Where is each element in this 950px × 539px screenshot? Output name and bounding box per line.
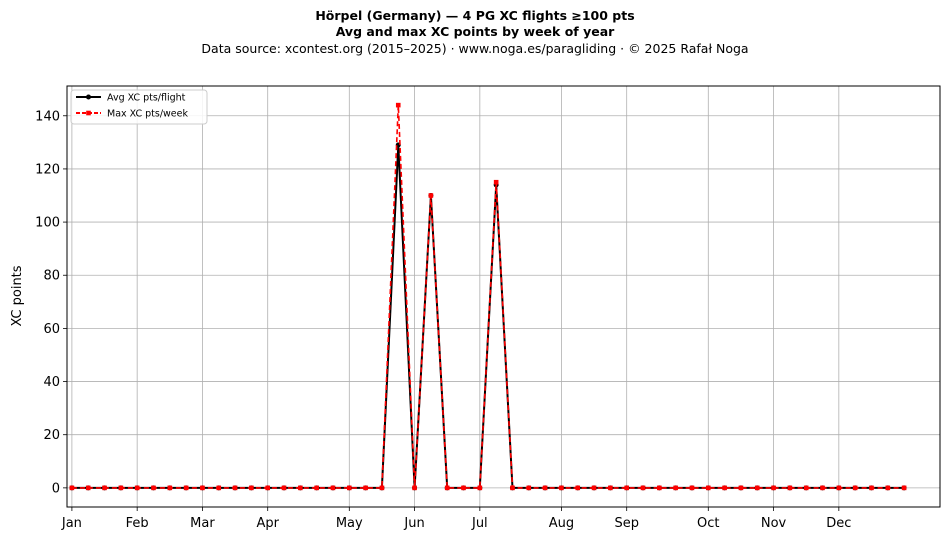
series-1-point <box>281 485 287 491</box>
series-1-point <box>657 485 662 491</box>
series-1-point <box>395 102 401 108</box>
x-tick-label: Aug <box>549 516 574 531</box>
x-tick-label: Jan <box>61 516 82 531</box>
series-1-point <box>167 485 173 491</box>
legend-label: Avg XC pts/flight <box>107 93 186 104</box>
y-tick-label: 80 <box>43 269 60 284</box>
x-tick-label: Apr <box>256 516 279 531</box>
series-1-point <box>608 485 613 491</box>
series-1-point <box>640 485 646 491</box>
series-layer <box>69 102 907 491</box>
series-1-point <box>118 485 124 491</box>
series-1-point <box>249 485 254 491</box>
legend-marker-1 <box>86 110 91 116</box>
series-1-point <box>477 485 483 491</box>
series-1-point <box>216 485 222 491</box>
series-1-point <box>869 485 874 491</box>
x-tick-label: Mar <box>190 516 215 531</box>
series-1-point <box>363 485 368 491</box>
y-tick-label: 0 <box>52 481 60 496</box>
y-axis-label: XC points <box>10 265 25 326</box>
chart-subtitle: Avg and max XC points by week of year <box>335 24 615 39</box>
series-1-point <box>314 485 319 491</box>
y-tick-label: 20 <box>43 428 60 443</box>
series-1-point <box>624 485 629 491</box>
x-tick-label: Nov <box>761 516 787 531</box>
legend-box <box>70 89 208 125</box>
series-1-point <box>705 485 711 491</box>
series-1-point <box>754 485 760 491</box>
series-1-point <box>738 485 744 491</box>
series-1-point <box>102 485 107 491</box>
series-1-point <box>510 485 515 491</box>
series-1-point <box>803 485 809 491</box>
series-1-point <box>232 485 238 491</box>
series-1-point <box>134 485 140 491</box>
series-1-point <box>901 485 907 491</box>
series-1-point <box>722 485 727 491</box>
y-tick-label: 40 <box>43 375 60 390</box>
series-1-point <box>444 485 450 491</box>
series-1-point <box>575 485 581 491</box>
x-tick-label: Sep <box>614 516 639 531</box>
series-1-point <box>689 485 695 491</box>
chart-title: Hörpel (Germany) — 4 PG XC flights ≥100 … <box>315 8 635 23</box>
x-tick-label: Oct <box>697 516 719 531</box>
series-1-point <box>771 485 776 491</box>
axis-layer: 0 20 40 60 80 100 120 140 Jan Feb Mar Apr May Jun Jul A… <box>35 109 851 531</box>
series-1-point <box>559 485 564 491</box>
legend-marker-0 <box>86 94 91 100</box>
chart-source-line: Data source: xcontest.org (2015–2025) · … <box>201 41 749 56</box>
series-1-point <box>673 485 678 491</box>
series-1-point <box>183 485 189 491</box>
series-1-point <box>591 485 597 491</box>
series-1-point <box>412 485 417 491</box>
series-1-point <box>330 485 336 491</box>
x-tick-label: Dec <box>826 516 851 531</box>
series-1-point <box>852 485 858 491</box>
series-1-point <box>493 179 499 185</box>
x-tick-label: Feb <box>126 516 149 531</box>
series-1-point <box>85 485 91 491</box>
y-tick-label: 140 <box>35 109 60 124</box>
series-1-point <box>461 485 466 491</box>
plot-frame <box>66 85 941 508</box>
series-1-point <box>298 485 303 491</box>
chart-titles: Hörpel (Germany) — 4 PG XC flights ≥100 … <box>0 8 950 57</box>
series-1-point <box>200 485 205 491</box>
series-1-point <box>820 485 825 491</box>
series-1-point <box>151 485 156 491</box>
series-1-point <box>346 485 352 491</box>
series-1-point <box>542 485 548 491</box>
series-1-point <box>379 485 385 491</box>
x-tick-label: Jul <box>471 516 488 531</box>
y-tick-label: 120 <box>35 162 60 177</box>
series-1-point <box>885 485 891 491</box>
series-1-point <box>787 485 793 491</box>
series-1-point <box>265 485 271 491</box>
legend: Avg XC pts/flight Max XC pts/week <box>70 89 208 125</box>
series-1-point <box>428 193 434 198</box>
grid-layer <box>67 86 940 507</box>
legend-label: Max XC pts/week <box>107 109 188 120</box>
series-1-point <box>526 485 532 491</box>
y-tick-label: 100 <box>35 216 60 231</box>
y-tick-label: 60 <box>43 322 60 337</box>
x-tick-label: Jun <box>403 516 424 531</box>
series-line-1 <box>71 105 905 489</box>
series-1-point <box>836 485 842 491</box>
x-tick-label: May <box>336 516 363 531</box>
series-1-point <box>69 485 75 491</box>
series-line-0 <box>71 144 905 489</box>
